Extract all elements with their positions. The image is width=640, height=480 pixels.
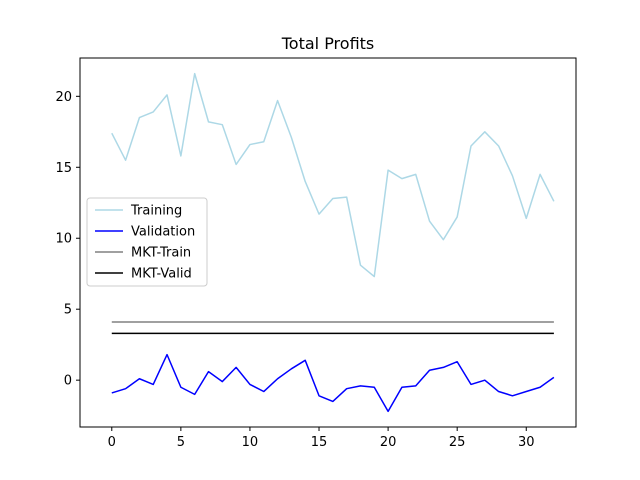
legend-label: Training	[130, 204, 182, 219]
chart-title: Total Profits	[281, 34, 375, 53]
legend: Training Validation MKT-Train MKT-Valid	[86, 197, 208, 287]
axes-layer: 0 5 10 15 20 25 30 0 5 10 15 20	[55, 57, 577, 450]
plot-frame	[79, 57, 577, 428]
x-tick-label: 25	[449, 435, 466, 450]
y-tick-label: 5	[64, 303, 72, 318]
x-tick-label: 30	[518, 435, 535, 450]
legend-box	[86, 197, 208, 287]
series-layer	[111, 72, 555, 413]
x-tick-label: 5	[177, 435, 185, 450]
y-tick-label: 20	[55, 90, 72, 105]
series-line-training	[111, 72, 555, 278]
x-tick-label: 15	[311, 435, 328, 450]
y-tick-label: 10	[55, 232, 72, 247]
legend-label: MKT-Train	[131, 246, 191, 261]
series-line-validation	[111, 353, 555, 413]
legend-label: MKT-Valid	[131, 267, 192, 282]
x-tick-label: 10	[242, 435, 259, 450]
x-tick-label: 0	[108, 435, 116, 450]
x-tick-label: 20	[380, 435, 397, 450]
legend-label: Validation	[131, 225, 195, 240]
y-tick-label: 15	[55, 161, 72, 176]
y-tick-label: 0	[64, 374, 72, 389]
